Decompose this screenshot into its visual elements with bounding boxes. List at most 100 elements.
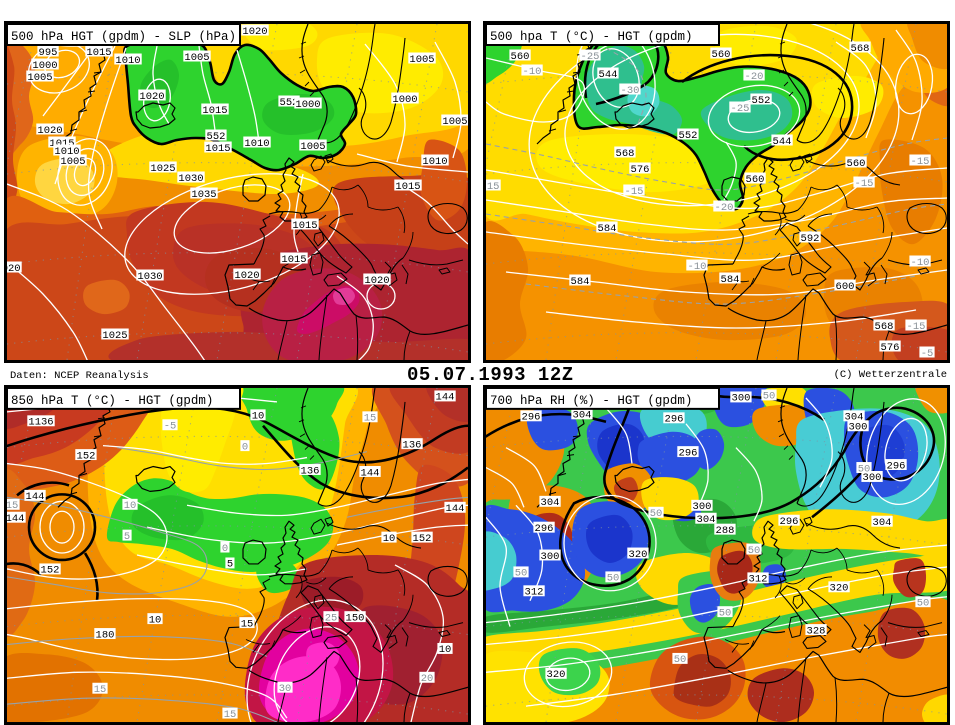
svg-text:296: 296 — [535, 523, 554, 535]
svg-text:304: 304 — [697, 514, 716, 526]
svg-text:584: 584 — [721, 274, 740, 286]
svg-text:300: 300 — [849, 422, 868, 434]
svg-text:300: 300 — [863, 472, 882, 484]
svg-text:-30: -30 — [621, 85, 640, 97]
svg-text:50: 50 — [515, 568, 528, 580]
svg-text:-15: -15 — [911, 156, 930, 168]
svg-text:1005: 1005 — [60, 156, 85, 168]
svg-text:-5: -5 — [921, 348, 934, 360]
svg-text:1010: 1010 — [244, 138, 269, 150]
svg-text:296: 296 — [887, 460, 906, 472]
svg-text:10: 10 — [383, 533, 396, 545]
svg-text:15: 15 — [6, 500, 19, 512]
svg-text:50: 50 — [650, 508, 663, 520]
svg-text:50: 50 — [748, 545, 761, 557]
svg-text:568: 568 — [616, 148, 635, 160]
svg-text:1035: 1035 — [191, 189, 216, 201]
svg-text:1020: 1020 — [4, 263, 21, 275]
svg-text:560: 560 — [746, 174, 765, 186]
svg-text:320: 320 — [629, 549, 648, 561]
svg-text:1025: 1025 — [102, 330, 127, 342]
svg-text:152: 152 — [77, 450, 96, 462]
svg-text:-10: -10 — [688, 261, 707, 273]
svg-text:50: 50 — [858, 463, 871, 475]
svg-text:30: 30 — [279, 683, 292, 695]
svg-text:136: 136 — [301, 465, 320, 477]
svg-text:144: 144 — [361, 467, 380, 479]
svg-text:552: 552 — [679, 130, 698, 142]
svg-text:-25: -25 — [731, 103, 750, 115]
svg-text:300: 300 — [732, 393, 751, 405]
svg-text:1005: 1005 — [184, 52, 209, 64]
svg-text:20: 20 — [421, 673, 434, 685]
svg-text:568: 568 — [851, 43, 870, 55]
svg-text:10: 10 — [124, 500, 137, 512]
svg-text:1010: 1010 — [422, 156, 447, 168]
svg-text:150: 150 — [346, 612, 365, 624]
svg-text:-15: -15 — [907, 321, 926, 333]
svg-text:1015: 1015 — [205, 143, 230, 155]
svg-text:1030: 1030 — [137, 271, 162, 283]
svg-text:1005: 1005 — [442, 116, 467, 128]
svg-text:500 hpa T (°C) - HGT (gpdm): 500 hpa T (°C) - HGT (gpdm) — [490, 30, 693, 44]
svg-text:15: 15 — [94, 684, 107, 696]
svg-text:500 hPa HGT (gpdm) - SLP (hPa): 500 hPa HGT (gpdm) - SLP (hPa) — [11, 30, 236, 44]
svg-text:144: 144 — [26, 491, 45, 503]
svg-text:152: 152 — [41, 565, 60, 577]
svg-text:144: 144 — [436, 392, 455, 404]
svg-text:296: 296 — [522, 412, 541, 424]
svg-text:300: 300 — [541, 551, 560, 563]
svg-text:592: 592 — [801, 233, 820, 245]
svg-text:576: 576 — [881, 342, 900, 354]
svg-text:584: 584 — [571, 276, 590, 288]
svg-text:1136: 1136 — [28, 417, 53, 429]
svg-text:1020: 1020 — [37, 125, 62, 137]
svg-text:144: 144 — [446, 503, 465, 515]
svg-text:568: 568 — [875, 321, 894, 333]
svg-text:560: 560 — [847, 158, 866, 170]
svg-text:288: 288 — [716, 525, 735, 537]
svg-text:1005: 1005 — [409, 54, 434, 66]
svg-text:600: 600 — [836, 281, 855, 293]
svg-text:584: 584 — [598, 223, 617, 235]
svg-text:50: 50 — [719, 607, 732, 619]
svg-text:-20: -20 — [745, 71, 764, 83]
svg-text:850 hPa T (°C) - HGT (gpdm): 850 hPa T (°C) - HGT (gpdm) — [11, 394, 213, 408]
svg-text:-15: -15 — [855, 178, 874, 190]
svg-text:312: 312 — [749, 574, 768, 586]
svg-text:296: 296 — [679, 447, 698, 459]
svg-text:50: 50 — [917, 598, 930, 610]
svg-text:50: 50 — [607, 573, 620, 585]
svg-text:144: 144 — [6, 513, 25, 525]
svg-text:1015: 1015 — [281, 254, 306, 266]
svg-text:1030: 1030 — [178, 173, 203, 185]
svg-text:50: 50 — [674, 654, 687, 666]
svg-text:1005: 1005 — [300, 141, 325, 153]
svg-text:544: 544 — [599, 69, 618, 81]
svg-text:0: 0 — [222, 543, 228, 555]
svg-text:15: 15 — [224, 709, 237, 721]
svg-text:576: 576 — [631, 164, 650, 176]
svg-text:328: 328 — [807, 625, 826, 637]
svg-text:152: 152 — [413, 533, 432, 545]
svg-text:1005: 1005 — [27, 72, 52, 84]
svg-text:560: 560 — [712, 49, 731, 61]
svg-text:-25: -25 — [581, 51, 600, 63]
svg-text:5: 5 — [227, 559, 233, 571]
svg-text:15: 15 — [364, 413, 377, 425]
svg-text:0: 0 — [242, 441, 248, 453]
svg-text:10: 10 — [149, 614, 162, 626]
svg-text:-10: -10 — [523, 66, 542, 78]
svg-text:1020: 1020 — [139, 91, 164, 103]
svg-text:1020: 1020 — [242, 26, 267, 38]
svg-text:1000: 1000 — [32, 60, 57, 72]
svg-text:1010: 1010 — [115, 55, 140, 67]
svg-text:300: 300 — [693, 501, 712, 513]
svg-text:552: 552 — [280, 97, 299, 109]
svg-text:312: 312 — [525, 587, 544, 599]
svg-text:296: 296 — [780, 516, 799, 528]
svg-text:700 hPa RH (%) - HGT (gpdm): 700 hPa RH (%) - HGT (gpdm) — [490, 394, 692, 408]
svg-text:1025: 1025 — [150, 163, 175, 175]
svg-text:1020: 1020 — [364, 275, 389, 287]
svg-text:1015: 1015 — [395, 181, 420, 193]
